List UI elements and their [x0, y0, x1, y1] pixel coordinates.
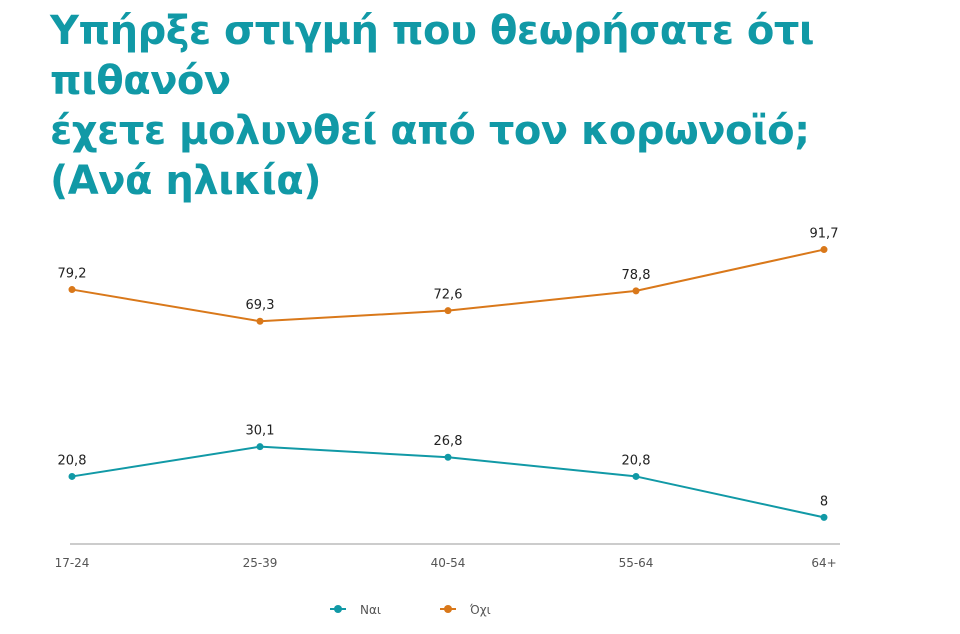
data-point [444, 453, 452, 461]
data-point [820, 513, 828, 521]
x-tick-label: 55-64 [619, 556, 654, 570]
data-point [68, 286, 76, 294]
x-tick-label: 17-24 [55, 556, 90, 570]
data-label: 78,8 [622, 268, 651, 283]
data-point [68, 472, 76, 480]
data-point [256, 317, 264, 325]
title-line-3: (Ανά ηλικία) [50, 158, 322, 204]
chart-title: Υπήρξε στιγμή που θεωρήσατε ότι πιθανόν … [50, 6, 950, 206]
data-point [444, 307, 452, 315]
title-line-1: Υπήρξε στιγμή που θεωρήσατε ότι πιθανόν [50, 8, 815, 104]
data-label: 91,7 [810, 227, 839, 242]
legend-marker-icon [334, 605, 342, 613]
data-point [256, 443, 264, 451]
data-label: 72,6 [434, 288, 463, 303]
data-point [632, 472, 640, 480]
legend-marker-icon [444, 605, 452, 613]
x-tick-label: 40-54 [431, 556, 466, 570]
data-label: 20,8 [622, 453, 651, 468]
title-line-2: έχετε μολυνθεί από τον κορωνοϊό; [50, 108, 810, 154]
x-tick-label: 25-39 [243, 556, 278, 570]
data-label: 26,8 [434, 434, 463, 449]
x-tick-label: 64+ [811, 556, 836, 570]
data-point [632, 287, 640, 295]
legend-label: Ναι [360, 603, 381, 617]
data-label: 79,2 [58, 267, 87, 282]
data-label: 30,1 [246, 424, 275, 439]
data-label: 20,8 [58, 453, 87, 468]
legend-label: Όχι [469, 603, 491, 617]
data-label: 69,3 [246, 298, 275, 313]
data-point [820, 246, 828, 254]
data-label: 8 [820, 494, 828, 509]
